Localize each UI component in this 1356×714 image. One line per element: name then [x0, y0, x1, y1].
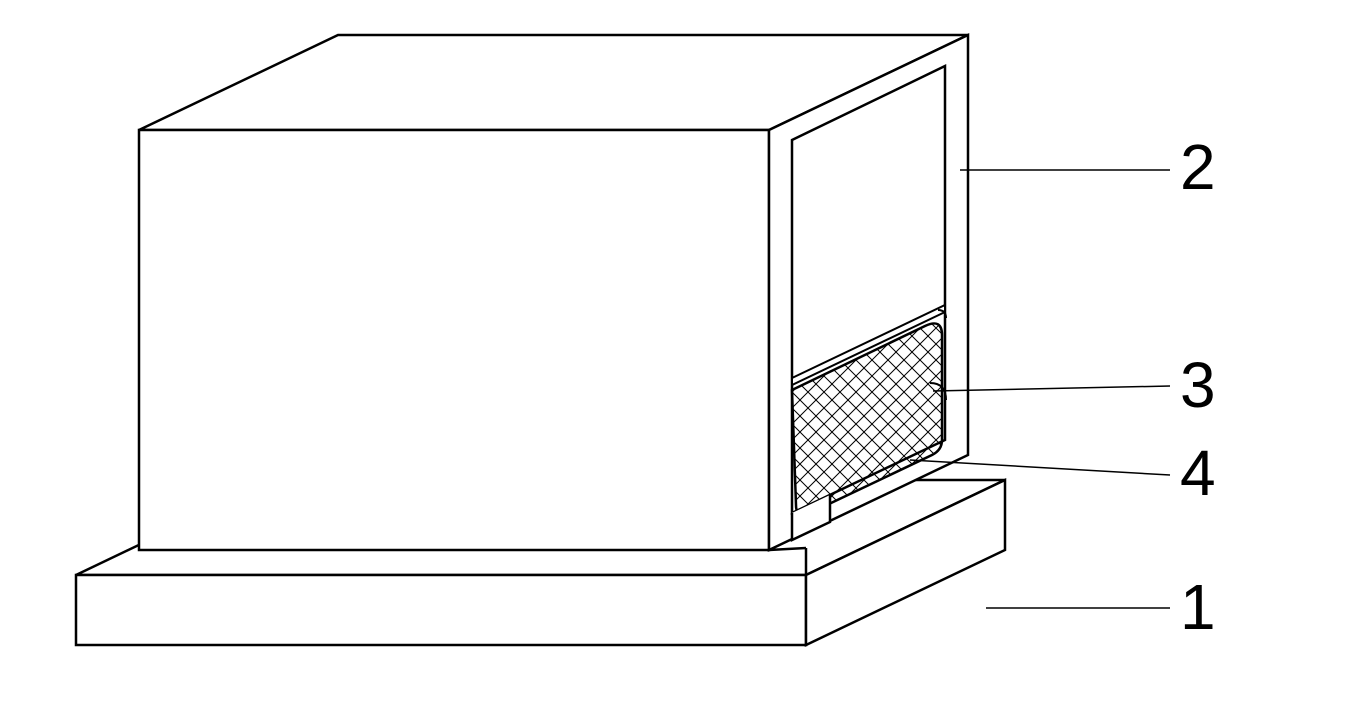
leader-4: [910, 460, 1170, 475]
callout-label-2: 2: [1180, 130, 1216, 204]
diagram-svg: [0, 0, 1356, 714]
callout-label-3: 3: [1180, 348, 1216, 422]
callout-label-1: 1: [1180, 570, 1216, 644]
callout-label-4: 4: [1180, 436, 1216, 510]
technical-diagram: 2 3 4 1: [0, 0, 1356, 714]
